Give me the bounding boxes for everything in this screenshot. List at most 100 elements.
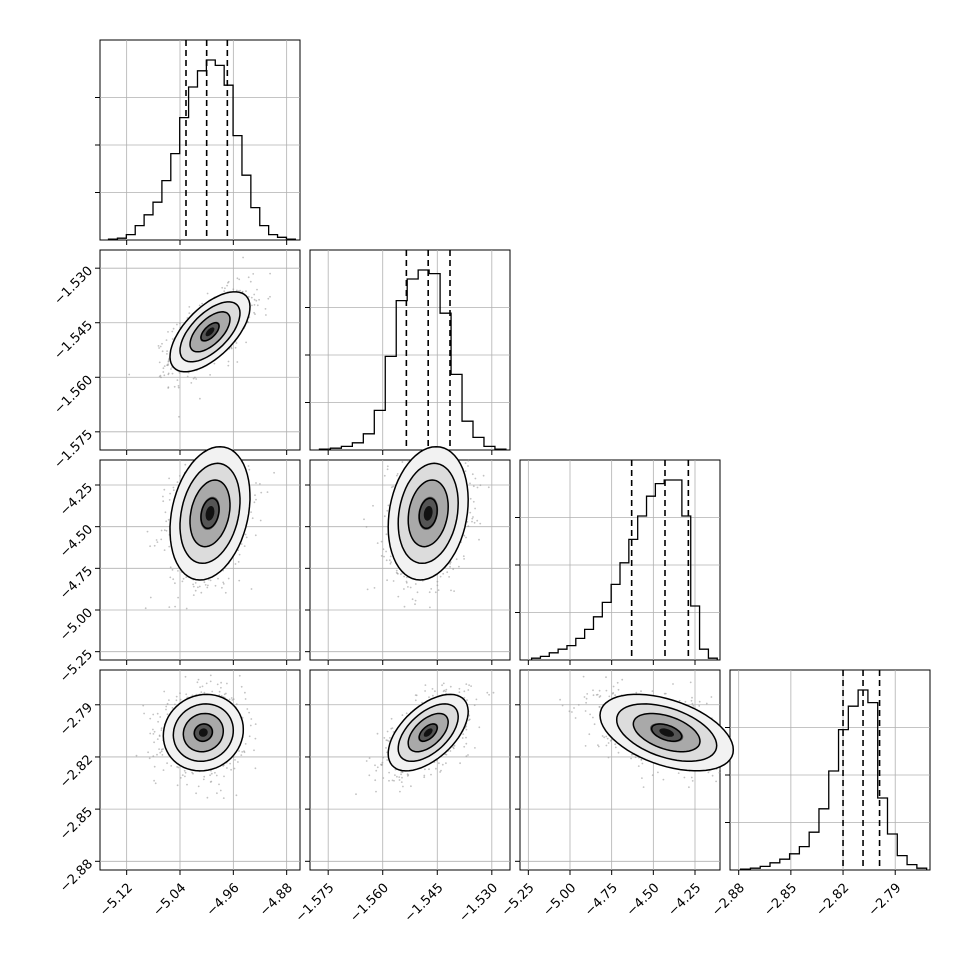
sample-point [487, 486, 490, 489]
sample-point [192, 377, 195, 380]
sample-point [209, 374, 212, 376]
sample-point [179, 692, 181, 695]
sample-point [162, 500, 165, 503]
sample-point [240, 685, 243, 688]
sample-point [248, 735, 251, 738]
sample-point [383, 555, 385, 558]
sample-point [175, 695, 178, 698]
sample-point [559, 698, 561, 701]
sample-point [245, 290, 247, 293]
sample-point [166, 702, 169, 705]
sample-point [153, 765, 156, 768]
sample-point [238, 579, 241, 582]
sample-point [472, 500, 475, 503]
sample-point [402, 785, 404, 788]
sample-point [428, 696, 430, 699]
sample-point [392, 485, 394, 488]
density-contour [407, 479, 449, 548]
histogram-panel-2 [515, 459, 721, 665]
sample-point [237, 761, 239, 763]
sample-point [442, 682, 445, 685]
sample-point [159, 345, 162, 348]
sample-point [386, 465, 389, 468]
sample-point [462, 733, 465, 735]
sample-point [221, 286, 224, 289]
sample-point [435, 767, 437, 770]
sample-point [167, 373, 170, 376]
sample-point [218, 783, 220, 786]
sample-point [163, 374, 166, 377]
sample-point [397, 595, 400, 598]
sample-point [256, 304, 259, 307]
sample-point [165, 529, 168, 532]
sample-point [205, 682, 208, 685]
sample-point [386, 730, 389, 733]
sample-point [434, 591, 437, 594]
sample-point [248, 711, 251, 714]
sample-point [407, 459, 409, 462]
sample-point [473, 521, 476, 524]
sample-point [453, 744, 456, 747]
sample-point [164, 511, 167, 514]
sample-point [253, 304, 256, 306]
sample-point [479, 484, 482, 487]
sample-point [383, 474, 386, 477]
sample-point [220, 681, 223, 684]
sample-point [458, 687, 461, 690]
sample-point [662, 778, 665, 781]
sample-point [220, 686, 222, 689]
sample-point [176, 379, 179, 381]
sample-point [373, 587, 376, 589]
sample-point [399, 790, 401, 793]
sample-point [244, 698, 247, 700]
sample-point [250, 511, 253, 513]
sample-point [403, 588, 405, 590]
sample-point [424, 690, 426, 692]
density-contour [200, 322, 220, 342]
sample-point [226, 682, 228, 685]
sample-point [577, 704, 580, 706]
sample-point [444, 690, 447, 693]
sample-point [464, 470, 467, 472]
sample-point [605, 676, 607, 679]
sample-point [246, 708, 249, 710]
sample-point [386, 468, 389, 471]
sample-point [167, 387, 170, 389]
sample-point [392, 580, 395, 582]
sample-point [181, 580, 184, 583]
sample-point [388, 771, 390, 774]
sample-point [474, 507, 476, 510]
sample-point [159, 751, 162, 754]
sample-point [219, 789, 222, 792]
sample-point [194, 582, 197, 584]
sample-point [401, 461, 404, 463]
sample-point [381, 761, 384, 764]
sample-point [166, 762, 169, 765]
sample-point [160, 750, 163, 753]
sample-point [471, 473, 474, 476]
sample-point [226, 284, 229, 287]
sample-point [238, 674, 241, 677]
scatter-panel-5 [515, 669, 735, 875]
sample-point [209, 774, 212, 777]
sample-point [236, 277, 239, 280]
sample-point [128, 373, 131, 376]
sample-point [166, 350, 169, 352]
sample-point [167, 331, 169, 333]
sample-point [197, 678, 200, 681]
density-shade [205, 327, 215, 337]
sample-point [458, 565, 460, 568]
sample-point [385, 559, 388, 562]
sample-point [691, 696, 693, 699]
sample-point [267, 297, 270, 300]
corner-panels [95, 39, 931, 875]
sample-point [232, 698, 235, 701]
sample-point [214, 584, 217, 587]
sample-point [190, 382, 193, 384]
sample-point [382, 548, 385, 551]
sample-point [218, 690, 221, 693]
sample-point [244, 533, 247, 536]
sample-point [209, 579, 212, 582]
sample-point [192, 594, 195, 596]
sample-point [438, 762, 440, 765]
